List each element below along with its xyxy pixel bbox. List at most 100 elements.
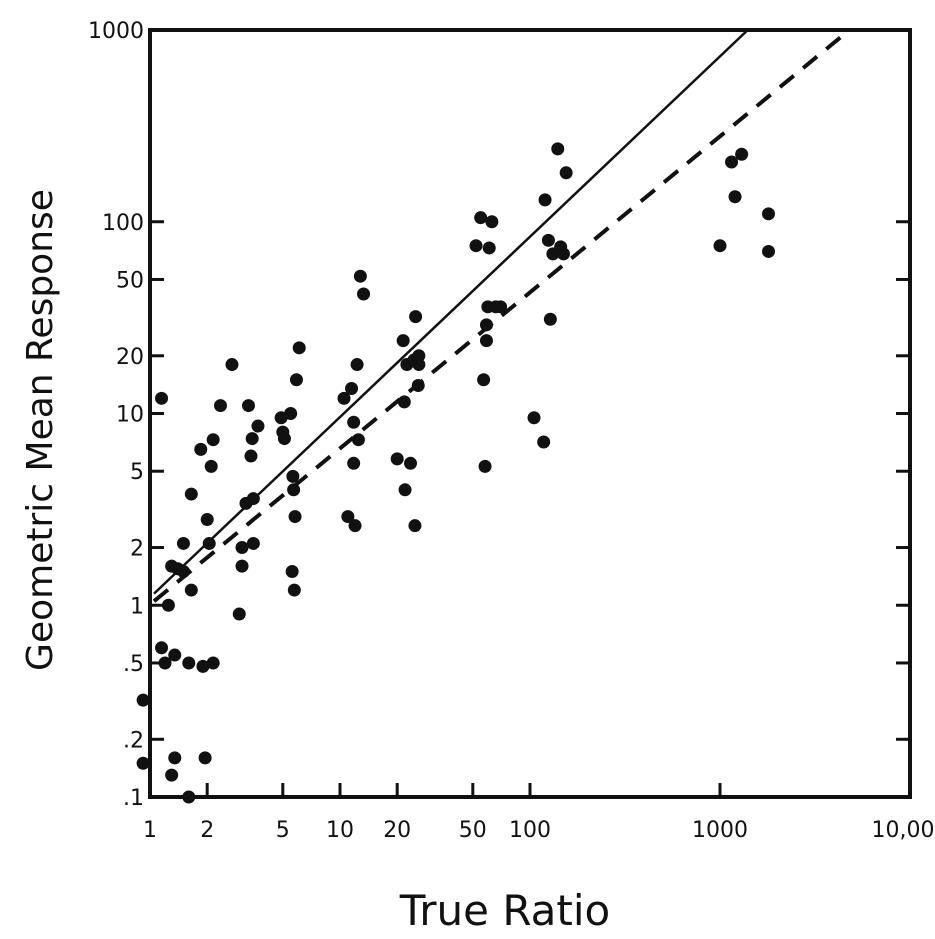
data-point [182,656,196,670]
data-point [337,391,351,405]
data-point [762,207,776,221]
data-point [409,310,423,324]
data-point [284,407,298,420]
data-point [477,373,491,387]
y-tick-label: 5 [130,460,144,485]
y-axis-ticks: .1 .2 .5 1 2 5 10 20 50 100 1000 [88,19,910,811]
data-point [286,469,300,483]
data-point [244,449,258,463]
data-point [412,349,426,363]
x-tick-label: 20 [383,818,411,843]
y-tick-label: 10 [116,403,144,428]
y-tick-label: 2 [130,537,144,562]
data-point [357,287,371,301]
data-point [168,648,182,662]
data-point [277,432,291,446]
data-point [537,435,551,449]
data-point [735,147,749,161]
data-point [713,239,727,253]
data-point [728,190,742,204]
data-point [176,536,190,550]
data-point [158,656,172,670]
fit-lines [152,28,851,603]
data-point [285,564,299,578]
y-tick-label: .5 [123,652,144,677]
data-point [155,641,169,655]
data-point [351,433,365,447]
data-point [196,659,210,673]
data-point [762,244,776,258]
data-points [136,142,776,804]
data-point [556,247,570,261]
data-point [246,492,260,506]
data-point [235,559,249,573]
data-point [485,215,499,229]
x-tick-label: 5 [276,818,290,843]
data-point [242,399,256,413]
data-point [551,142,565,156]
data-point [479,334,493,348]
data-point [165,768,179,782]
data-point [214,399,228,413]
data-point [202,536,216,550]
data-point [341,510,355,524]
data-point [288,510,302,524]
data-point [478,459,492,473]
x-axis-title: True Ratio [399,886,610,935]
data-point [479,318,493,332]
x-tick-label: 100 [509,818,551,843]
data-point [494,300,508,314]
y-tick-label: .2 [123,728,144,753]
y-tick-label: 20 [116,345,144,370]
data-point [245,432,259,446]
x-tick-label: 50 [459,818,487,843]
data-point [347,456,361,470]
data-point [390,452,404,466]
data-point [194,442,208,456]
y-axis-title: Geometric Mean Response [20,189,61,671]
data-point [527,411,541,425]
data-point [398,483,412,497]
data-point [182,790,196,804]
data-point [184,487,198,501]
data-point [251,419,265,433]
data-point [725,155,739,169]
data-point [541,233,555,247]
data-point [397,395,411,409]
data-point [396,334,410,348]
data-point [411,378,425,392]
data-point [543,312,557,326]
data-point [345,382,359,396]
data-point [289,373,303,387]
data-point [155,391,169,405]
data-point [469,239,483,253]
data-point [559,166,573,180]
dashed-fit-line [152,28,851,603]
data-point [353,269,367,283]
x-tick-label: 2 [200,818,214,843]
data-point [204,459,218,473]
data-point [232,607,246,621]
data-point [161,598,175,612]
x-axis-ticks: 1 2 5 10 20 50 100 1000 10,000 [143,783,935,843]
x-tick-label: 10,000 [872,818,935,843]
data-point [168,751,182,765]
y-tick-label: .1 [123,786,144,811]
data-point [350,358,364,372]
y-tick-label: 1 [130,594,144,619]
x-tick-label: 10 [326,818,354,843]
data-point [482,241,496,255]
data-point [200,513,214,527]
data-point [287,583,301,597]
data-point [347,415,361,429]
data-point [404,456,418,470]
y-tick-label: 50 [116,268,144,293]
y-tick-label: 1000 [88,19,144,44]
data-point [287,483,301,497]
data-point [408,519,422,533]
data-point [176,564,190,578]
data-point [206,433,220,447]
x-tick-label: 1 [143,818,157,843]
data-point [538,193,552,207]
y-tick-label: 100 [102,211,144,236]
